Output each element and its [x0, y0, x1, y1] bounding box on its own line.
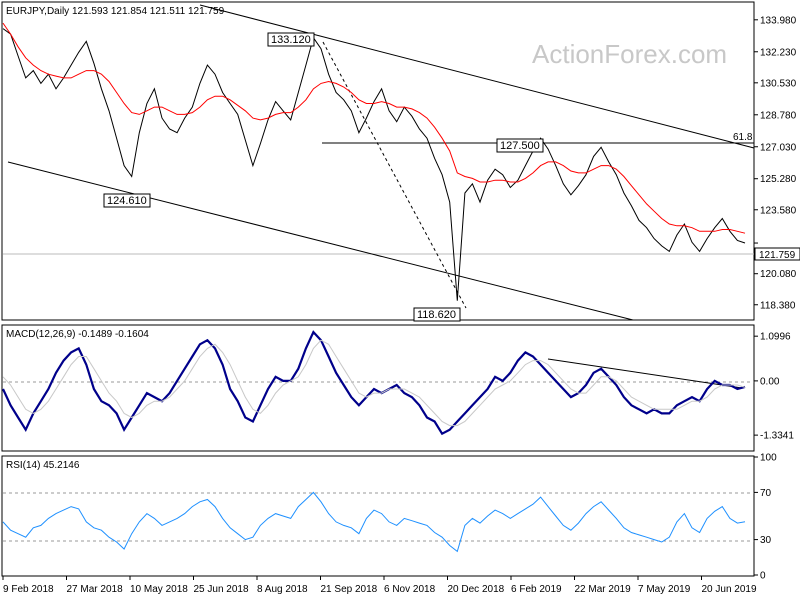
macd-y-tick-label: 0.00 — [760, 376, 780, 387]
price-y-tick-label: 132.230 — [760, 47, 797, 58]
macd-series-line-1 — [2, 339, 746, 427]
macd-series — [2, 330, 746, 436]
price-y-tick-label: 130.530 — [760, 78, 797, 89]
rsi-series-line-0 — [2, 491, 746, 553]
annotation-127500: 127.500 — [496, 138, 544, 153]
x-tick-label: 10 May 2018 — [130, 584, 188, 595]
price-series — [2, 22, 746, 301]
macd-panel — [1, 324, 755, 452]
macd-trend-line — [547, 358, 743, 389]
price-title: EURJPY,Daily 121.593 121.854 121.511 121… — [6, 6, 225, 17]
annotation-133120: 133.120 — [267, 32, 315, 47]
svg-text:121.759: 121.759 — [759, 250, 796, 261]
x-tick-label: 27 Mar 2018 — [67, 584, 124, 595]
x-tick-label: 9 Feb 2018 — [3, 584, 54, 595]
price-y-tick-label: 120.080 — [760, 269, 797, 280]
x-tick-label: 7 May 2019 — [638, 584, 691, 595]
last-price-marker: 121.759 — [754, 247, 800, 261]
macd-y-tick-label: -1.3341 — [760, 431, 794, 442]
x-tick-label: 6 Feb 2019 — [511, 584, 562, 595]
price-y-tick-label: 127.030 — [760, 142, 797, 153]
price-y-tick-label: 123.580 — [760, 205, 797, 216]
annotation-118620: 118.620 — [413, 307, 461, 322]
svg-text:127.500: 127.500 — [500, 140, 540, 152]
rsi-y-tick-label: 0 — [760, 571, 766, 582]
x-axis: 9 Feb 2018 27 Mar 2018 10 May 2018 25 Jun 2… — [2, 576, 757, 595]
price-series-line-0 — [2, 28, 746, 301]
annotation-124610: 124.610 — [103, 193, 151, 208]
macd-y-axis: 1.0996 0.00 -1.3341 — [754, 332, 794, 442]
x-tick-label: 6 Nov 2018 — [384, 584, 436, 595]
price-series-line-1 — [2, 22, 746, 234]
svg-text:124.610: 124.610 — [107, 195, 147, 207]
watermark: ActionForex.com — [532, 39, 727, 69]
svg-text:133.120: 133.120 — [271, 34, 311, 46]
projection-dashed-line — [322, 41, 467, 309]
price-y-tick-label: 125.280 — [760, 174, 797, 185]
x-tick-label: 20 Jun 2019 — [702, 584, 757, 595]
rsi-panel — [1, 455, 755, 577]
rsi-y-tick-label: 70 — [760, 488, 772, 499]
rsi-y-tick-label: 30 — [760, 535, 772, 546]
svg-text:118.620: 118.620 — [417, 309, 456, 321]
macd-title: MACD(12,26,9) -0.1489 -0.1604 — [6, 329, 149, 340]
x-tick-label: 21 Sep 2018 — [321, 584, 378, 595]
x-tick-label: 8 Aug 2018 — [257, 584, 308, 595]
price-y-tick-label: 118.380 — [760, 300, 796, 311]
rsi-y-tick-label: 100 — [760, 453, 777, 464]
price-y-axis: 118.380 120.080 123.580 125.280 127.030 128.7… — [754, 15, 797, 311]
macd-series-line-0 — [2, 330, 746, 436]
lower-channel-line — [7, 161, 634, 321]
x-tick-label: 25 Jun 2018 — [194, 584, 249, 595]
price-y-tick-label: 133.980 — [760, 15, 797, 26]
rsi-y-axis: 100 70 30 0 — [754, 453, 777, 582]
price-y-tick-label: 128.780 — [760, 110, 797, 121]
macd-y-tick-label: 1.0996 — [760, 332, 791, 343]
x-tick-label: 22 Mar 2019 — [575, 584, 632, 595]
upper-channel-line — [199, 4, 755, 149]
rsi-title: RSI(14) 45.2146 — [6, 460, 80, 471]
rsi-series — [2, 491, 746, 553]
price-panel — [1, 1, 755, 321]
x-tick-label: 20 Dec 2018 — [448, 584, 505, 595]
fib-label: 61.8 — [733, 132, 753, 143]
